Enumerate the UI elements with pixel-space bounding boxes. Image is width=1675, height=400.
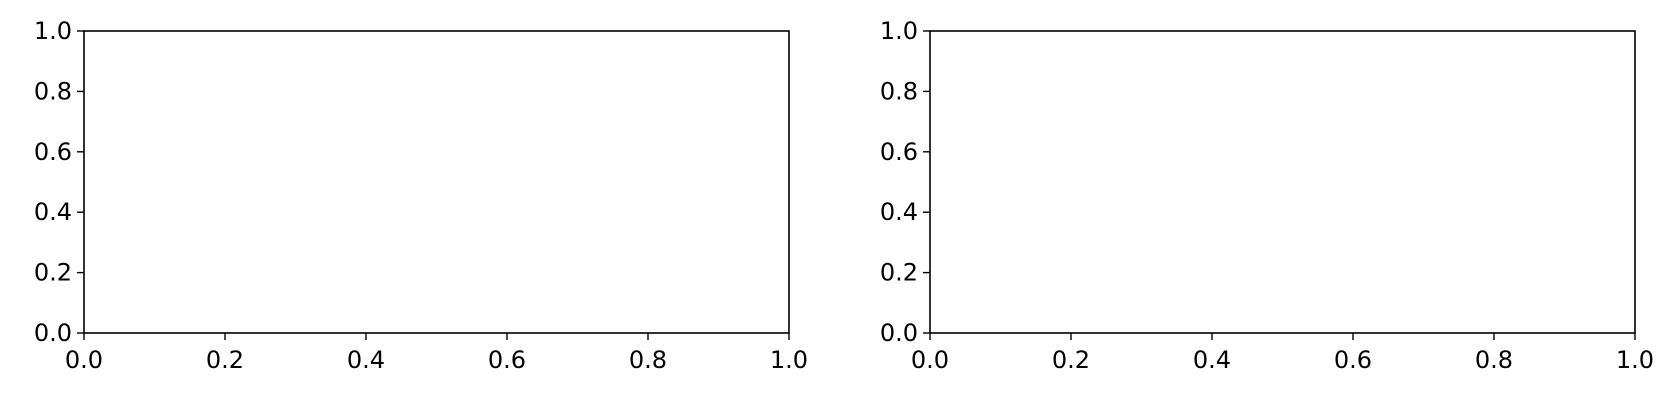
x-tick-label: 0.4	[1193, 346, 1231, 374]
left-axes: 0.0 0.2 0.4 0.6 0.8 1.0 0.0 0.2 0.4 0.6 0.8 1.0	[34, 17, 808, 374]
y-tick-label: 0.2	[880, 259, 918, 287]
y-tick-label: 0.8	[34, 77, 72, 105]
y-tick-label: 1.0	[880, 17, 918, 45]
x-tick-label: 0.6	[488, 346, 526, 374]
y-tick-label: 0.8	[880, 77, 918, 105]
x-tick-label: 0.6	[1334, 346, 1372, 374]
y-tick-label: 0.0	[34, 319, 72, 347]
x-tick-label: 0.4	[347, 346, 385, 374]
x-tick-label: 1.0	[770, 346, 808, 374]
y-tick-label: 0.6	[34, 138, 72, 166]
x-tick-label: 0.8	[629, 346, 667, 374]
plot-area	[929, 30, 1636, 334]
x-tick-label: 0.8	[1475, 346, 1513, 374]
plot-area	[83, 30, 790, 334]
x-tick-label: 0.0	[911, 346, 949, 374]
x-tick-label: 0.2	[1052, 346, 1090, 374]
y-tick-label: 0.2	[34, 259, 72, 287]
right-axes: 0.0 0.2 0.4 0.6 0.8 1.0 0.0 0.2 0.4 0.6 0.8 1.0	[880, 17, 1654, 374]
x-tick-label: 0.0	[65, 346, 103, 374]
y-tick-label: 0.4	[34, 198, 72, 226]
x-tick-label: 0.2	[206, 346, 244, 374]
y-tick-label: 1.0	[34, 17, 72, 45]
y-tick-label: 0.4	[880, 198, 918, 226]
y-tick-label: 0.0	[880, 319, 918, 347]
y-tick-label: 0.6	[880, 138, 918, 166]
x-tick-label: 1.0	[1616, 346, 1654, 374]
